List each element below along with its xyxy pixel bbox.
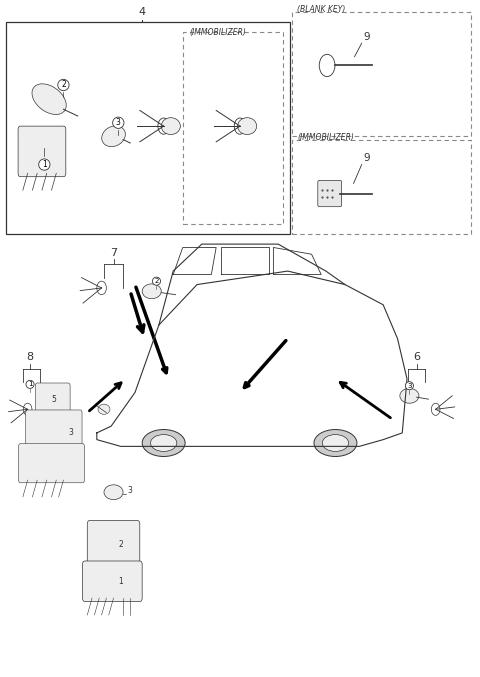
FancyBboxPatch shape xyxy=(87,521,140,565)
FancyBboxPatch shape xyxy=(83,561,142,601)
Text: 3: 3 xyxy=(407,383,412,389)
Text: 5: 5 xyxy=(51,395,56,403)
Ellipse shape xyxy=(102,126,125,147)
Ellipse shape xyxy=(238,118,257,135)
Text: 9: 9 xyxy=(363,32,370,42)
FancyBboxPatch shape xyxy=(35,383,70,412)
Text: 3: 3 xyxy=(68,429,73,437)
Text: 7: 7 xyxy=(110,248,117,257)
FancyArrowPatch shape xyxy=(244,341,286,387)
Ellipse shape xyxy=(104,485,123,500)
Text: 2: 2 xyxy=(118,540,123,548)
Text: 2: 2 xyxy=(61,81,66,89)
FancyArrowPatch shape xyxy=(136,287,167,372)
Bar xyxy=(6,22,290,234)
Text: (IMMOBILIZER): (IMMOBILIZER) xyxy=(190,28,247,37)
Text: 9: 9 xyxy=(363,153,370,163)
FancyBboxPatch shape xyxy=(26,410,82,445)
Ellipse shape xyxy=(314,429,357,456)
Bar xyxy=(183,32,283,224)
Text: (IMMOBILIZER): (IMMOBILIZER) xyxy=(297,133,354,142)
Ellipse shape xyxy=(323,435,348,452)
Text: 6: 6 xyxy=(413,352,420,362)
Text: (BLANK KEY): (BLANK KEY) xyxy=(297,5,346,14)
Ellipse shape xyxy=(151,435,177,452)
Text: 4: 4 xyxy=(139,7,146,17)
FancyBboxPatch shape xyxy=(19,443,84,483)
Ellipse shape xyxy=(98,404,110,414)
Bar xyxy=(292,12,471,136)
Text: 3: 3 xyxy=(116,118,121,127)
Text: 1: 1 xyxy=(28,381,32,387)
Text: 1: 1 xyxy=(118,577,123,586)
Ellipse shape xyxy=(142,284,161,299)
Ellipse shape xyxy=(142,429,185,456)
Text: 8: 8 xyxy=(26,352,34,362)
Ellipse shape xyxy=(161,118,180,135)
Text: 3: 3 xyxy=(128,485,133,495)
FancyBboxPatch shape xyxy=(18,126,66,177)
Ellipse shape xyxy=(400,389,419,403)
FancyBboxPatch shape xyxy=(318,180,342,206)
Text: 1: 1 xyxy=(42,160,47,169)
Bar xyxy=(292,139,471,234)
Ellipse shape xyxy=(32,84,66,114)
Text: 2: 2 xyxy=(154,278,159,284)
